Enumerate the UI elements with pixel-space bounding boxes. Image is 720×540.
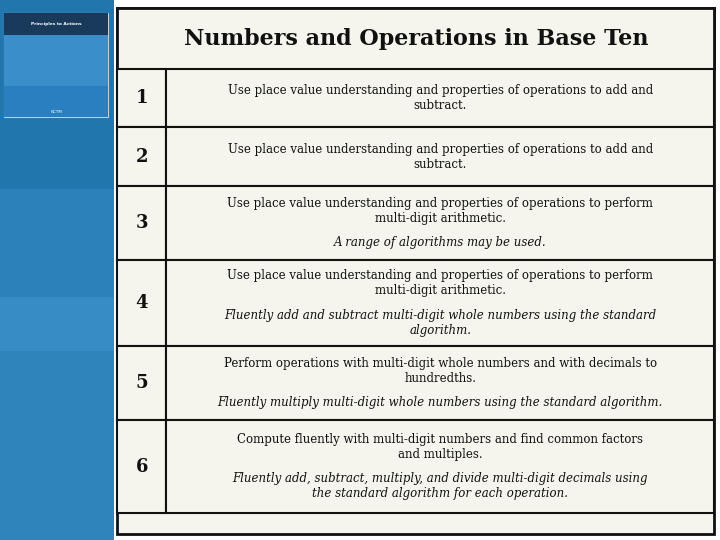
Text: 4: 4 — [135, 294, 148, 312]
Text: Principles to Actions: Principles to Actions — [31, 22, 81, 26]
Bar — [166, 420, 714, 513]
Bar — [166, 260, 714, 346]
Text: 1: 1 — [135, 89, 148, 107]
Text: Use place value understanding and properties of operations to add and
subtract.: Use place value understanding and proper… — [228, 84, 653, 112]
Text: Fluently multiply multi-digit whole numbers using the standard algorithm.: Fluently multiply multi-digit whole numb… — [217, 396, 663, 409]
Bar — [0, 189, 114, 351]
Bar — [4, 35, 108, 117]
Bar — [117, 69, 166, 127]
Text: Use place value understanding and properties of operations to perform
multi-digi: Use place value understanding and proper… — [228, 197, 653, 225]
Bar — [4, 13, 108, 35]
Text: Fluently add, subtract, multiply, and divide multi-digit decimals using
the stan: Fluently add, subtract, multiply, and di… — [233, 472, 648, 501]
Bar — [117, 260, 166, 346]
Bar — [166, 69, 714, 127]
Bar — [117, 420, 166, 513]
Text: A range of algorithms may be used.: A range of algorithms may be used. — [334, 237, 546, 249]
Text: Numbers and Operations in Base Ten: Numbers and Operations in Base Ten — [184, 28, 648, 50]
Bar — [117, 346, 166, 420]
Bar — [117, 8, 714, 69]
Text: Use place value understanding and properties of operations to perform
multi-digi: Use place value understanding and proper… — [228, 269, 653, 297]
Text: Perform operations with multi-digit whole numbers and with decimals to
hundredth: Perform operations with multi-digit whol… — [224, 357, 657, 385]
Text: Use place value understanding and properties of operations to add and
subtract.: Use place value understanding and proper… — [228, 143, 653, 171]
Bar — [166, 127, 714, 186]
Bar — [117, 186, 166, 260]
Text: Fluently add and subtract multi-digit whole numbers using the standard
algorithm: Fluently add and subtract multi-digit wh… — [224, 309, 657, 337]
Bar — [0, 0, 114, 540]
Text: 6: 6 — [135, 457, 148, 476]
Text: 3: 3 — [135, 214, 148, 232]
Bar — [0, 297, 114, 540]
Bar — [166, 186, 714, 260]
Bar — [4, 35, 108, 86]
Text: 5: 5 — [135, 374, 148, 392]
Text: NCTM: NCTM — [50, 110, 62, 114]
Bar — [117, 8, 714, 534]
Text: Compute fluently with multi-digit numbers and find common factors
and multiples.: Compute fluently with multi-digit number… — [238, 433, 643, 461]
Bar — [166, 346, 714, 420]
Bar — [117, 127, 166, 186]
Text: 2: 2 — [135, 147, 148, 166]
